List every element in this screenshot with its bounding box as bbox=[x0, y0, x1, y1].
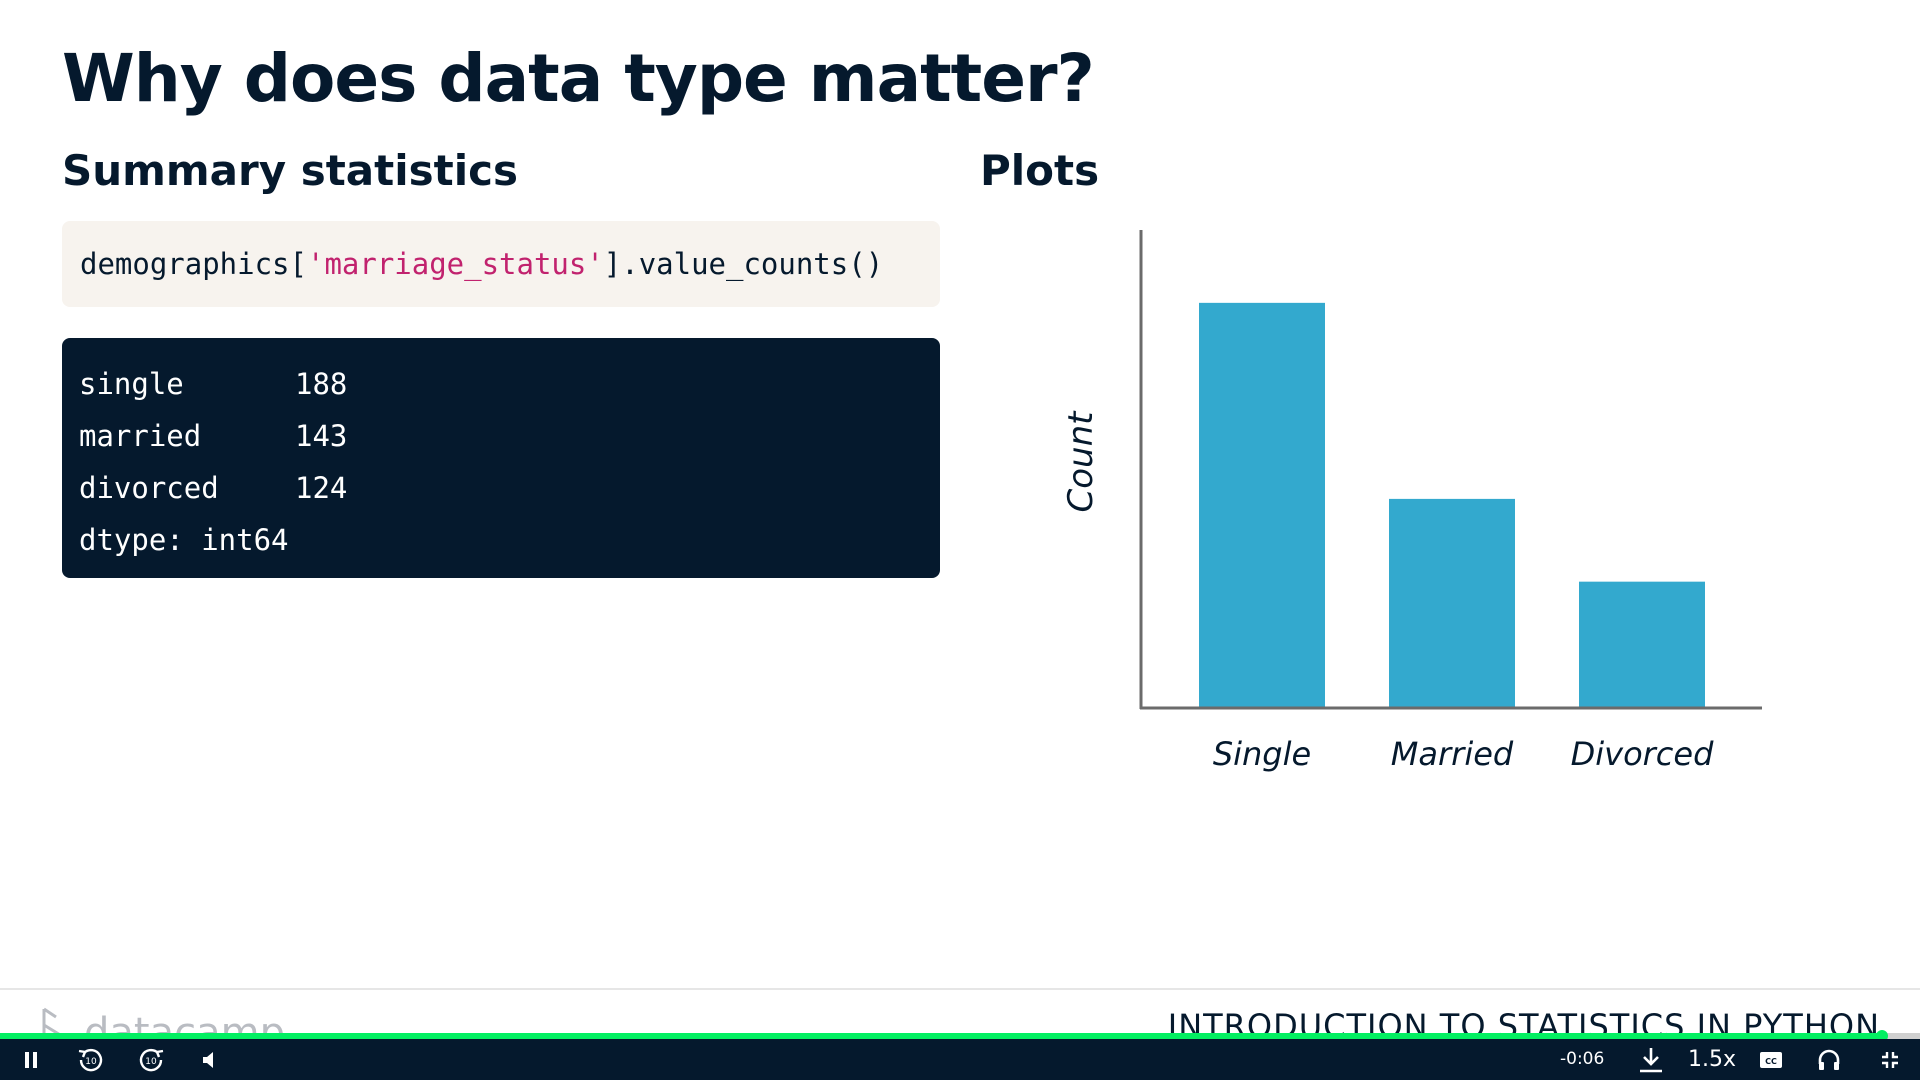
output-dtype: dtype: int64 bbox=[79, 523, 289, 557]
x-tick-label: Divorced bbox=[1571, 735, 1714, 773]
code-input-block: demographics['marriage_status'].value_co… bbox=[62, 221, 940, 307]
playback-speed-button[interactable]: 1.5x bbox=[1688, 1047, 1737, 1072]
pause-button[interactable] bbox=[14, 1039, 48, 1080]
code-suffix: ].value_counts() bbox=[603, 247, 884, 281]
rewind-10-button[interactable]: 10 bbox=[72, 1039, 110, 1080]
datacamp-logo: datacamp bbox=[40, 1003, 340, 1037]
time-remaining: -0:06 bbox=[1560, 1049, 1605, 1069]
code-prefix: demographics[ bbox=[80, 247, 307, 281]
headphones-icon bbox=[1818, 1049, 1840, 1070]
slide-title: Why does data type matter? bbox=[62, 40, 1095, 117]
output-row: dtype: int64 bbox=[79, 514, 923, 566]
code-output-block: single 188 married 143 divorced 124 dtyp… bbox=[62, 338, 940, 578]
volume-icon bbox=[203, 1051, 213, 1068]
captions-button[interactable]: CC bbox=[1756, 1039, 1786, 1080]
output-label: single bbox=[79, 367, 184, 401]
output-row: single 188 bbox=[79, 358, 923, 410]
audio-button[interactable] bbox=[1814, 1039, 1844, 1080]
progress-fill bbox=[0, 1033, 1882, 1039]
volume-button[interactable] bbox=[196, 1039, 224, 1080]
rewind-10-icon: 10 bbox=[78, 1048, 103, 1071]
bar-married bbox=[1389, 498, 1515, 708]
output-value: 124 bbox=[295, 471, 348, 505]
plots-heading: Plots bbox=[980, 146, 1100, 195]
exit-fullscreen-icon bbox=[1882, 1051, 1898, 1068]
code-string-literal: 'marriage_status' bbox=[306, 247, 604, 281]
forward-10-icon: 10 bbox=[139, 1048, 164, 1071]
chart-bars bbox=[1199, 302, 1705, 708]
output-value: 143 bbox=[295, 419, 348, 453]
bar-single bbox=[1199, 302, 1325, 708]
download-button[interactable] bbox=[1636, 1039, 1666, 1080]
bar-divorced bbox=[1579, 581, 1705, 708]
x-tick-label: Single bbox=[1213, 735, 1311, 773]
output-row: divorced 124 bbox=[79, 462, 923, 514]
svg-text:10: 10 bbox=[85, 1057, 97, 1067]
exit-fullscreen-button[interactable] bbox=[1874, 1039, 1906, 1080]
y-axis-label: Count bbox=[1061, 410, 1101, 513]
output-label: divorced bbox=[79, 471, 219, 505]
bar-chart: Single Married Divorced Count bbox=[1061, 230, 1762, 773]
svg-text:CC: CC bbox=[1765, 1057, 1777, 1066]
x-tick-label: Married bbox=[1391, 735, 1514, 773]
pause-icon bbox=[25, 1051, 37, 1068]
output-label: married bbox=[79, 419, 202, 453]
output-row: married 143 bbox=[79, 410, 923, 462]
forward-10-button[interactable]: 10 bbox=[132, 1039, 170, 1080]
captions-icon: CC bbox=[1760, 1051, 1782, 1068]
video-player-controls: 10 10 -0:06 1.5x CC bbox=[0, 1039, 1920, 1080]
footer-divider bbox=[0, 988, 1920, 990]
download-icon bbox=[1640, 1047, 1662, 1072]
summary-statistics-heading: Summary statistics bbox=[62, 146, 518, 195]
svg-text:10: 10 bbox=[145, 1057, 157, 1067]
output-value: 188 bbox=[295, 367, 348, 401]
x-tick-labels: Single Married Divorced bbox=[1213, 735, 1714, 773]
